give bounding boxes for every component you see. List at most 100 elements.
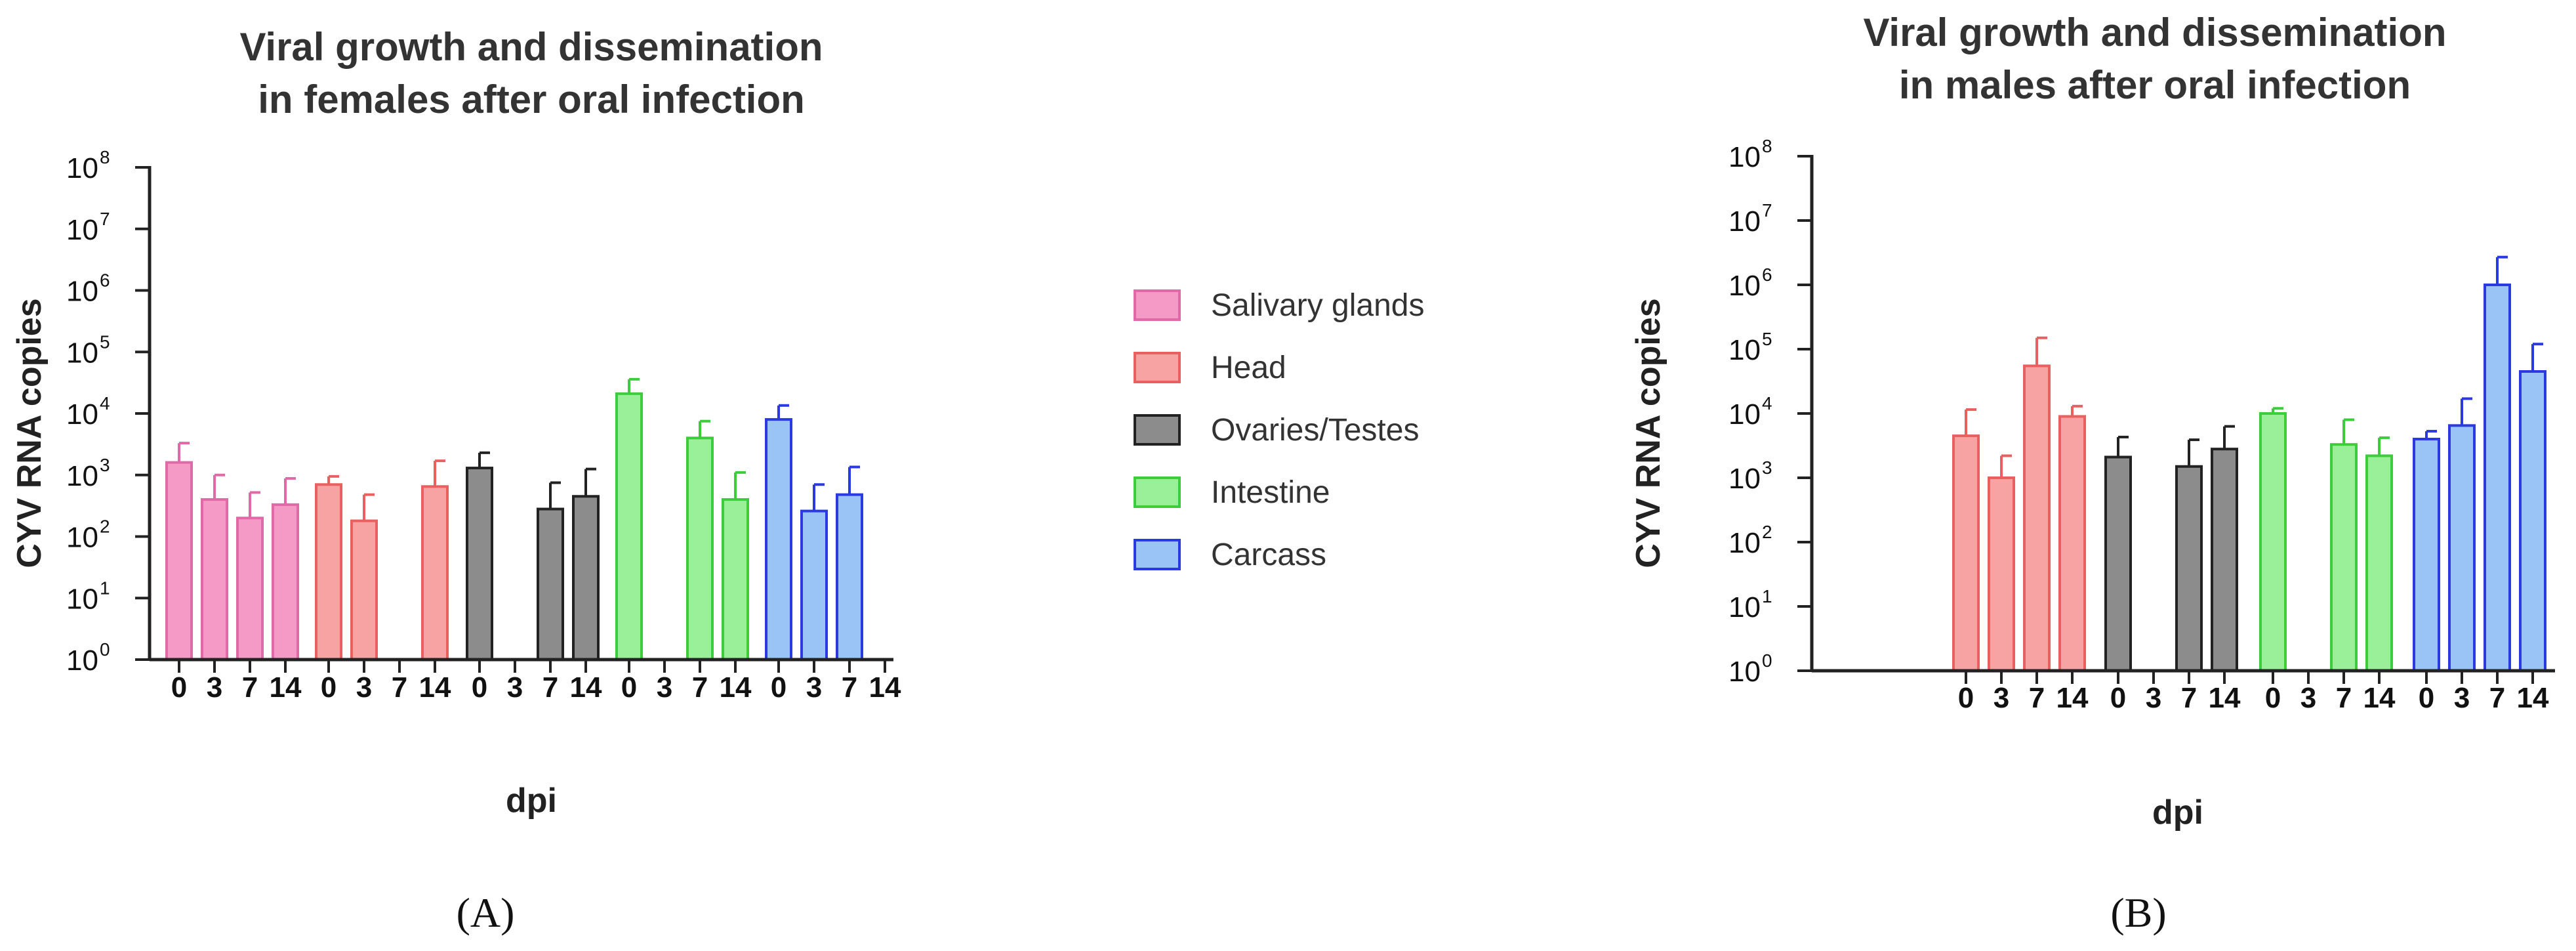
panel-a-y-tick-exponent: 3: [100, 455, 110, 475]
panel-a-label: (A): [457, 889, 515, 936]
panel-b-bar-head-0: [1952, 434, 1980, 672]
panel-a-x-tick-label: 0: [472, 671, 487, 704]
panel-a-x-tick-label: 7: [542, 671, 558, 704]
panel-b-x-tick-label: 14: [2056, 682, 2089, 714]
panel-a-y-tick-label: 10: [66, 276, 98, 308]
panel-a-y-tick-exponent: 8: [100, 147, 110, 167]
panel-b-x-tick-label: 3: [2454, 682, 2470, 714]
panel-b-bar-carcass-3: [2448, 424, 2476, 672]
panel-b-x-axis-label: dpi: [2152, 793, 2203, 832]
panel-b-bar-ovaries-testes-7: [2175, 465, 2203, 672]
legend-label-ovaries-testes: Ovaries/Testes: [1211, 413, 1419, 448]
panel-b-y-tick-exponent: 4: [1762, 393, 1772, 413]
panel-b-y-tick-exponent: 6: [1762, 264, 1772, 285]
panel-b-bar-ovaries-testes-14: [2211, 448, 2238, 672]
panel-a-x-tick-label: 3: [657, 671, 672, 704]
panel-b-x-tick-label: 0: [2265, 682, 2281, 714]
panel-a-x-tick-label: 0: [621, 671, 637, 704]
panel-a-x-ticks: 0 3 7 14 0 3 7 14 0 3 7 14 0 3 7 14 0 3 7 14: [171, 660, 901, 704]
panel-b-x-tick-label: 14: [2363, 682, 2396, 714]
panel-a-bar-intestine-7: [686, 436, 714, 661]
panel-b-x-tick-label: 7: [2029, 682, 2045, 714]
panel-a-x-tick-label: 7: [842, 671, 857, 704]
panel-a-y-tick-label: 10: [66, 583, 98, 615]
panel-a-x-tick-label: 14: [419, 671, 451, 704]
panel-b-y-axis-label: CYV RNA copies: [1629, 298, 1667, 568]
panel-b-bar-intestine-14: [2365, 454, 2393, 672]
panel-a-x-tick-label: 3: [507, 671, 523, 704]
panel-b-x-tick-label: 7: [2181, 682, 2197, 714]
panel-b-x-tick-label: 14: [2517, 682, 2549, 714]
panel-a-y-tick-exponent: 2: [100, 517, 110, 537]
panel-b-y-tick-exponent: 3: [1762, 457, 1772, 478]
panel-a-x-tick-label: 14: [869, 671, 901, 704]
panel-b-y-tick-label: 10: [1728, 656, 1761, 688]
panel-b-bar-carcass-0: [2413, 437, 2440, 672]
panel-a-y-tick-exponent: 1: [100, 578, 110, 598]
panel-b-x-tick-label: 0: [1958, 682, 1974, 714]
panel-a-bar-salivary-glands-7: [236, 517, 264, 661]
panel-a-y-axis-label: CYV RNA copies: [10, 298, 49, 568]
panel-a-x-tick-label: 14: [270, 671, 302, 704]
legend-swatch-ovaries-testes: [1134, 414, 1181, 446]
panel-b-y-tick-exponent: 8: [1762, 136, 1772, 156]
panel-a-y-tick-label: 10: [66, 645, 98, 677]
panel-a-y-tick-label: 10: [66, 152, 98, 184]
panel-a-bar-salivary-glands-0: [165, 461, 193, 662]
panel-b-x-tick-label: 14: [2209, 682, 2241, 714]
panel-a-y-tick-exponent: 7: [100, 209, 110, 229]
panel-a-bar-ovaries-testes-7: [537, 507, 564, 661]
legend-label-salivary-glands: Salivary glands: [1211, 288, 1425, 323]
panel-a-y-tick-exponent: 4: [100, 393, 110, 413]
legend-swatch-head: [1134, 352, 1181, 383]
panel-a-bar-head-14: [421, 485, 449, 661]
panel-a-bar-head-0: [315, 483, 342, 661]
panel-b-bar-intestine-0: [2259, 412, 2287, 672]
panel-b-x-tick-label: 3: [1993, 682, 2009, 714]
panel-b-title-line-2: in males after oral infection: [1899, 63, 2411, 107]
panel-b-x-tick-label: 3: [2300, 682, 2316, 714]
panel-a-x-tick-label: 3: [207, 671, 222, 704]
legend-label-head: Head: [1211, 350, 1286, 385]
legend-label-carcass: Carcass: [1211, 538, 1326, 572]
panel-a-y-tick-exponent: 0: [100, 639, 110, 660]
panel-a-title-line-2: in females after oral infection: [258, 77, 805, 121]
panel-a-bar-carcass-7: [836, 493, 863, 661]
panel-a-x-tick-label: 7: [692, 671, 708, 704]
panel-a-y-tick-label: 10: [66, 214, 98, 246]
panel-b-x-ticks: 0 3 7 14 0 3 7 14 0 3 7 14 0 3 7 14: [1958, 671, 2549, 714]
panel-a-y-tick-exponent: 6: [100, 270, 110, 291]
panel-b-title-line-1: Viral growth and dissemination: [1863, 11, 2446, 54]
panel-b-x-tick-label: 7: [2489, 682, 2505, 714]
legend-swatch-salivary-glands: [1134, 289, 1181, 321]
panel-a-bars: [165, 377, 863, 662]
panel-a-bar-intestine-14: [722, 498, 749, 662]
panel-a-chart: Viral growth and dissemination in female…: [10, 25, 901, 936]
legend-label-intestine: Intestine: [1211, 475, 1330, 510]
panel-a-x-tick-label: 3: [806, 671, 822, 704]
panel-a-x-tick-label: 7: [392, 671, 407, 704]
panel-b-chart: Viral growth and dissemination in males …: [1629, 11, 2555, 936]
panel-b-y-tick-exponent: 5: [1762, 329, 1772, 349]
panel-a-bar-ovaries-testes-14: [572, 495, 600, 662]
panel-a-bar-carcass-3: [800, 509, 828, 661]
panel-a-x-tick-label: 14: [720, 671, 752, 704]
panel-b-y-tick-exponent: 7: [1762, 200, 1772, 221]
panel-b-bar-head-7: [2023, 364, 2051, 672]
panel-a-x-tick-label: 0: [171, 671, 187, 704]
panel-a-y-tick-label: 10: [66, 398, 98, 431]
panel-b-bar-ovaries-testes-0: [2104, 455, 2132, 672]
panel-b-y-tick-label: 10: [1728, 398, 1761, 431]
panel-b-y-tick-label: 10: [1728, 270, 1761, 302]
panel-b-x-tick-label: 7: [2336, 682, 2352, 714]
panel-a-bar-intestine-0: [615, 392, 643, 661]
panel-a-axes: [148, 166, 893, 662]
panel-a-x-tick-label: 3: [356, 671, 372, 704]
panel-a-x-tick-label: 14: [570, 671, 602, 704]
panel-a-bar-carcass-0: [765, 418, 792, 661]
panel-b-y-tick-label: 10: [1728, 205, 1761, 238]
panel-a-y-tick-label: 10: [66, 522, 98, 554]
